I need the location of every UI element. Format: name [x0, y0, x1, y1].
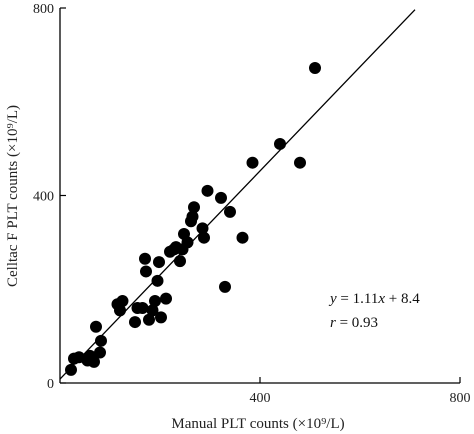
- y-tick-label: 400: [33, 190, 54, 205]
- data-point: [90, 320, 102, 333]
- data-point: [196, 222, 209, 235]
- data-point: [136, 302, 149, 314]
- data-points: [65, 62, 321, 376]
- r-var: r: [330, 315, 336, 331]
- data-point: [188, 201, 200, 214]
- correlation-coefficient: r = 0.93: [330, 315, 378, 331]
- y-tick-label: 0: [47, 377, 54, 392]
- data-point: [143, 313, 155, 326]
- data-point: [155, 311, 167, 324]
- r-rest: = 0.93: [336, 315, 378, 331]
- data-point: [140, 265, 152, 278]
- data-point: [219, 280, 231, 293]
- y-axis-label: Celltac F PLT counts (×10⁹/L): [5, 105, 21, 287]
- data-point: [94, 346, 106, 359]
- data-point: [160, 292, 172, 305]
- data-point: [149, 294, 161, 307]
- data-point: [294, 156, 306, 169]
- data-point: [65, 363, 77, 376]
- data-point: [151, 274, 164, 287]
- x-axis-label: Manual PLT counts (×10⁹/L): [171, 416, 344, 432]
- data-point: [181, 236, 194, 249]
- eq-y-var: y: [328, 291, 337, 307]
- data-point: [224, 205, 236, 218]
- data-point: [186, 210, 199, 223]
- x-tick-label: 800: [450, 391, 471, 406]
- eq-equals: = 1.11: [337, 291, 379, 307]
- data-point: [139, 252, 151, 265]
- data-point: [174, 255, 186, 268]
- data-point: [153, 256, 165, 269]
- data-point: [236, 231, 249, 244]
- regression-line: [59, 9, 416, 380]
- data-point: [246, 156, 259, 169]
- tick-group: 400 800 0 400 800: [33, 2, 471, 406]
- data-point: [88, 355, 100, 368]
- y-tick-label: 800: [33, 2, 54, 17]
- data-point: [274, 137, 286, 150]
- eq-x-var: x: [377, 291, 385, 307]
- data-point: [146, 304, 159, 317]
- data-point: [95, 334, 107, 347]
- data-point: [309, 62, 321, 74]
- x-tick-label: 400: [250, 391, 271, 406]
- regression-equation: y = 1.11x + 8.4: [328, 291, 420, 307]
- eq-rest: + 8.4: [385, 291, 420, 307]
- data-point: [201, 184, 214, 197]
- data-point: [129, 316, 141, 329]
- data-point: [215, 191, 227, 204]
- data-point: [198, 231, 210, 244]
- regression-group: [59, 9, 416, 380]
- data-point: [116, 294, 129, 307]
